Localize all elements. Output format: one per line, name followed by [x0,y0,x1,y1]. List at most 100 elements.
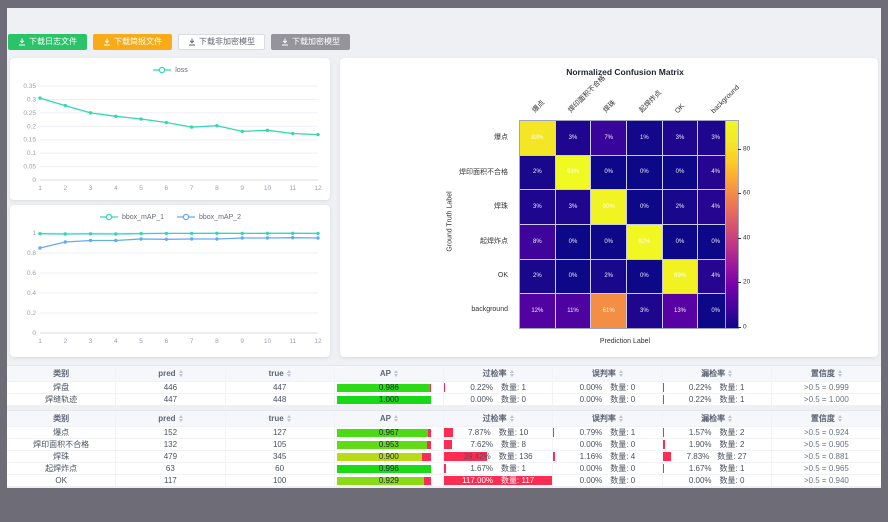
misjudge-rate-cell: 0.00% 数量: 0 [553,439,663,450]
sort-icon[interactable] [178,415,183,422]
ap-bar-cell: 0.996 [335,463,444,474]
cm-row-label: 起焊炸点 [480,237,508,245]
confusion-matrix-title: Normalized Confusion Matrix [566,67,684,77]
column-header-3[interactable]: AP [335,411,444,426]
loss-chart-legend: loss [10,58,330,78]
cm-cell-1-3: 0% [627,155,662,190]
confusion-matrix-heatmap: 83% 3% 7% 1% 3% 3% 2% 93% 0% 0% 0% 4% 3% 3% 90% 0% 2% 4% 8… [519,120,734,329]
svg-text:12: 12 [314,338,322,345]
column-header-1[interactable]: pred [116,411,226,426]
legend-marker-icon [177,213,195,221]
column-header-4[interactable]: 过检率 [444,411,554,426]
ap-bar-cell: 0.967 [335,427,444,438]
download-button-bar: 下载日志文件 下载简报文件 下载非加密模型 下载加密模型 [8,34,350,50]
map-chart-card: bbox_mAP_1 bbox_mAP_2 0 0.2 0.4 0.6 0.8 1 1 2 3 4 5… [10,205,330,357]
svg-text:0: 0 [32,177,36,184]
cm-cell-2-2: 90% [591,190,626,224]
legend-marker-icon [153,66,172,74]
table-row-焊缝轨迹: 焊缝轨迹 447 448 1.000 0.00% 数量: 0 0.00% 数量: 0 0.22%… [7,393,881,405]
cm-cell-0-2: 7% [591,121,626,155]
ap-bar-cell: 0.929 [335,475,444,486]
sort-icon[interactable] [618,415,623,422]
sort-icon[interactable] [509,415,514,422]
column-header-6[interactable]: 漏检率 [663,366,772,381]
over-rate-cell: 7.62% 数量: 8 [444,439,554,450]
true-cell: 127 [226,427,335,438]
sort-icon[interactable] [286,415,291,422]
cm-cell-0-1: 3% [555,121,591,155]
table-row-焊印面积不合格: 焊印面积不合格 132 105 0.953 7.62% 数量: 8 0.00% 数量: 0 1.… [7,438,881,450]
column-header-2[interactable]: true [226,366,335,381]
sort-icon[interactable] [286,370,291,377]
legend-item-loss[interactable]: loss [152,66,188,74]
svg-text:7: 7 [190,338,194,345]
sort-icon[interactable] [509,370,514,377]
pred-cell: 479 [116,451,226,462]
svg-text:11: 11 [289,338,296,345]
loss-chart: 00.050.10.150.20.250.30.351 2 3 4 5 6 7 8 9 10 11 1… [23,83,322,192]
cm-row-label: 焊印面积不合格 [459,168,508,176]
pred-cell: 447 [116,394,226,405]
legend-item-bbox_mAP_1[interactable]: bbox_mAP_1 [99,213,164,221]
column-header-6[interactable]: 漏检率 [663,411,772,426]
column-header-1[interactable]: pred [116,366,226,381]
sort-icon[interactable] [618,370,623,377]
sort-icon[interactable] [728,415,733,422]
column-header-5[interactable]: 误判率 [553,366,663,381]
cm-cell-4-4: 89% [662,259,698,294]
cm-cell-2-3: 0% [627,190,662,224]
column-header-7[interactable]: 置信度 [772,411,881,426]
cm-cell-0-0: 83% [520,121,555,155]
svg-text:8: 8 [215,185,219,192]
confusion-matrix-xlabel: Prediction Label [599,338,651,345]
download-unencrypted-model-button[interactable]: 下载非加密模型 [178,34,265,50]
download-icon [104,38,110,46]
svg-text:0.35: 0.35 [23,83,36,90]
table-header-row: 类别 pred true AP 过检率 误判率 漏检率 置信度 [7,366,881,381]
cm-cell-3-2: 0% [591,225,626,259]
over-rate-cell: 39.42% 数量: 136 [444,451,554,462]
pred-cell: 152 [116,427,226,438]
svg-text:3: 3 [89,185,93,192]
over-rate-cell: 0.00% 数量: 0 [444,394,554,405]
svg-text:0.3: 0.3 [27,96,36,103]
svg-text:4: 4 [114,185,118,192]
column-header-4[interactable]: 过检率 [444,366,554,381]
cm-cell-4-0: 2% [520,259,555,294]
cm-cell-1-0: 2% [520,155,555,190]
loss-chart-card: loss 0 0.05 0.1 0.15 0.2 0.25 0.3 0.35 1 2 3 4 5 6 7 8 9… [10,58,330,200]
content-panel: 下载日志文件 下载简报文件 下载非加密模型 下载加密模型 loss 0 0.05 0.1 0… [7,8,881,488]
download-report-button[interactable]: 下载简报文件 [93,34,172,50]
column-header-7[interactable]: 置信度 [772,366,881,381]
download-encrypted-model-button[interactable]: 下载加密模型 [271,34,350,50]
legend-item-bbox_mAP_2[interactable]: bbox_mAP_2 [176,213,241,221]
sort-icon[interactable] [728,370,733,377]
download-icon [282,38,288,46]
true-cell: 60 [226,463,335,474]
sort-icon[interactable] [178,370,183,377]
column-header-5[interactable]: 误判率 [553,411,663,426]
svg-text:9: 9 [240,185,244,192]
svg-text:11: 11 [289,185,296,192]
sort-icon[interactable] [393,415,398,422]
svg-text:7: 7 [190,185,194,192]
miss-rate-cell: 1.67% 数量: 1 [662,463,772,474]
svg-text:0.1: 0.1 [27,150,36,157]
over-rate-cell: 117.00% 数量: 117 [444,475,554,486]
column-header-3[interactable]: AP [335,366,444,381]
column-header-0: 类别 [7,411,117,426]
sort-icon[interactable] [393,370,398,377]
legend-marker-icon [99,213,118,221]
sort-icon[interactable] [837,415,842,422]
metrics-table-2: 类别 pred true AP 过检率 误判率 漏检率 置信度 爆点 152 127 0.967 7.8… [7,410,881,486]
sort-icon[interactable] [837,370,842,377]
cm-cell-3-4: 0% [662,225,698,259]
class-name-cell: 起焊炸点 [7,463,117,474]
column-header-2[interactable]: true [226,411,335,426]
svg-text:8: 8 [215,338,219,345]
download-log-button[interactable]: 下载日志文件 [8,34,87,50]
confusion-matrix-card: Normalized Confusion Matrix 爆点 焊印面积不合格 焊珠起… [340,58,878,357]
confusion-matrix-row-labels: 爆点 焊印面积不合格 焊珠 起焊炸点 OK background [340,120,513,327]
column-header-0: 类别 [7,366,117,381]
